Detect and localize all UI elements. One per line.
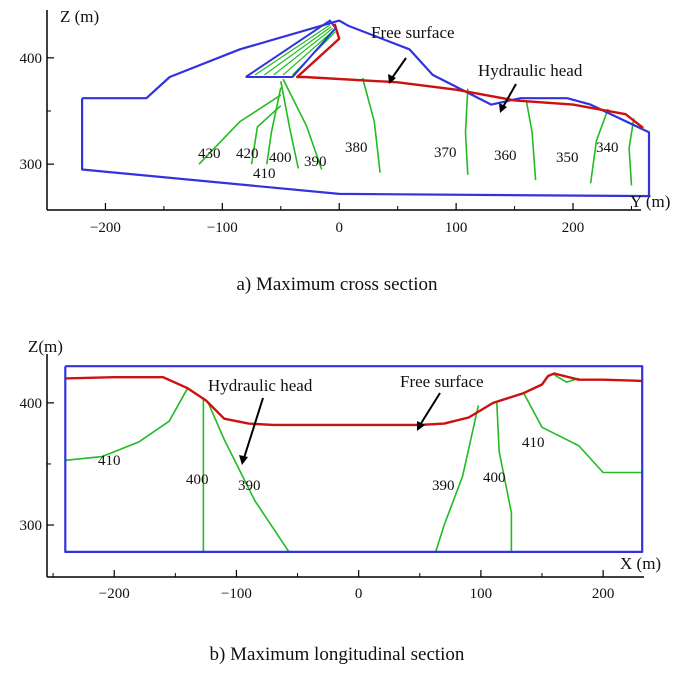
cross-section-contour-430	[198, 94, 282, 165]
contour-label-400: 400	[269, 150, 292, 166]
contour-label-370: 370	[434, 145, 457, 161]
longitudinal-section-free-surface	[65, 372, 643, 427]
contour-label-390-right: 390	[432, 478, 455, 494]
cross-section-caption: a) Maximum cross section	[236, 274, 438, 295]
contour-label-400-left: 400	[186, 472, 209, 488]
longitudinal-section-x-tick-label: 200	[592, 586, 615, 602]
hydraulic-head-arrowhead-b	[239, 455, 248, 465]
hydraulic-head-arrow-b	[243, 397, 264, 459]
free-surface-arrowhead-a	[388, 74, 396, 84]
cross-section-contour-420	[250, 105, 282, 165]
cross-section-core-equipotential	[282, 29, 335, 76]
cross-section-x-tick-label: 0	[335, 220, 343, 236]
longitudinal-section-x-axis-label: X (m)	[620, 554, 661, 573]
free-surface-arrowhead-b	[417, 421, 425, 431]
contour-label-380: 380	[345, 140, 368, 156]
free-surface-annotation-a: Free surface	[371, 23, 455, 42]
longitudinal-section-contour-410	[522, 392, 643, 474]
contour-label-360: 360	[494, 148, 517, 164]
longitudinal-section-x-tick-label: −200	[99, 586, 130, 602]
cross-section-y-tick-label: 300	[20, 157, 43, 173]
cross-section-core-equipotential	[273, 27, 334, 76]
hydraulic-head-arrowhead-a	[499, 103, 507, 113]
free-surface-annotation-b: Free surface	[400, 372, 484, 391]
contour-label-430: 430	[198, 146, 221, 162]
longitudinal-section-caption: b) Maximum longitudinal section	[210, 644, 465, 665]
longitudinal-section-contour-400	[496, 402, 513, 552]
hydraulic-head-arrow-a	[502, 83, 517, 108]
hydraulic-head-annotation-a: Hydraulic head	[478, 61, 583, 80]
cross-section-boundary	[80, 19, 651, 198]
longitudinal-section-contour-390	[207, 402, 290, 553]
cross-section-axes: −200 −100 0 100 200 300 400	[20, 10, 641, 236]
contour-label-340: 340	[596, 140, 619, 156]
longitudinal-section-y-axis-label: Z(m)	[28, 337, 63, 356]
cross-section-x-tick-label: 100	[445, 220, 468, 236]
free-surface-arrow-b	[419, 392, 441, 426]
contour-label-410: 410	[253, 166, 276, 182]
cross-section-x-tick-label: 200	[562, 220, 585, 236]
cross-section-y-tick-label: 400	[20, 51, 43, 67]
cross-section-plot	[80, 19, 651, 198]
cross-section-contour-400	[280, 81, 300, 169]
cross-section-x-tick-label: −200	[90, 220, 121, 236]
cross-section-core-equipotential	[264, 26, 332, 76]
cross-section-free-surface	[296, 23, 644, 129]
cross-section-x-axis-label: Y (m)	[630, 192, 670, 211]
longitudinal-section-y-tick-label: 400	[20, 396, 43, 412]
longitudinal-section-x-tick-label: −100	[221, 586, 252, 602]
free-surface-arrow-a	[391, 57, 407, 79]
cross-section-contour-360	[525, 100, 537, 181]
cross-section-x-tick-label: −100	[207, 220, 238, 236]
cross-section-contour-410	[266, 87, 282, 165]
longitudinal-section-contour-390	[434, 405, 480, 553]
longitudinal-section-y-tick-label: 300	[20, 518, 43, 534]
longitudinal-section-contour-410	[65, 387, 189, 462]
cross-section-contour-340	[628, 118, 635, 186]
longitudinal-section-plot	[64, 365, 644, 554]
cross-section-core-equipotential	[254, 24, 331, 76]
contour-label-390: 390	[304, 154, 327, 170]
cross-section-contour-370	[464, 88, 469, 175]
longitudinal-section-x-tick-label: 100	[470, 586, 493, 602]
hydraulic-head-annotation-b: Hydraulic head	[208, 376, 313, 395]
contour-label-410-right: 410	[522, 435, 545, 451]
contour-label-420: 420	[236, 146, 259, 162]
longitudinal-section-x-tick-label: 0	[355, 586, 363, 602]
cross-section-contour-390	[282, 78, 323, 170]
contour-label-350: 350	[556, 150, 579, 166]
contour-label-390-left: 390	[238, 478, 261, 494]
cross-section-contour-380	[361, 77, 381, 173]
longitudinal-section-chart: −200 −100 0 100 200 300 400 Z(m) X (m) Hydraul…	[20, 337, 662, 665]
contour-label-400-right: 400	[483, 470, 506, 486]
contour-label-410-left: 410	[98, 453, 121, 469]
cross-section-chart: −200 −100 0 100 200 300 400 Z (m) Y (m) Free s…	[20, 7, 671, 295]
longitudinal-section-boundary	[64, 365, 644, 554]
cross-section-contour-350	[589, 108, 609, 184]
longitudinal-section-axes: −200 −100 0 100 200 300 400	[20, 354, 644, 602]
cross-section-y-axis-label: Z (m)	[60, 7, 99, 26]
